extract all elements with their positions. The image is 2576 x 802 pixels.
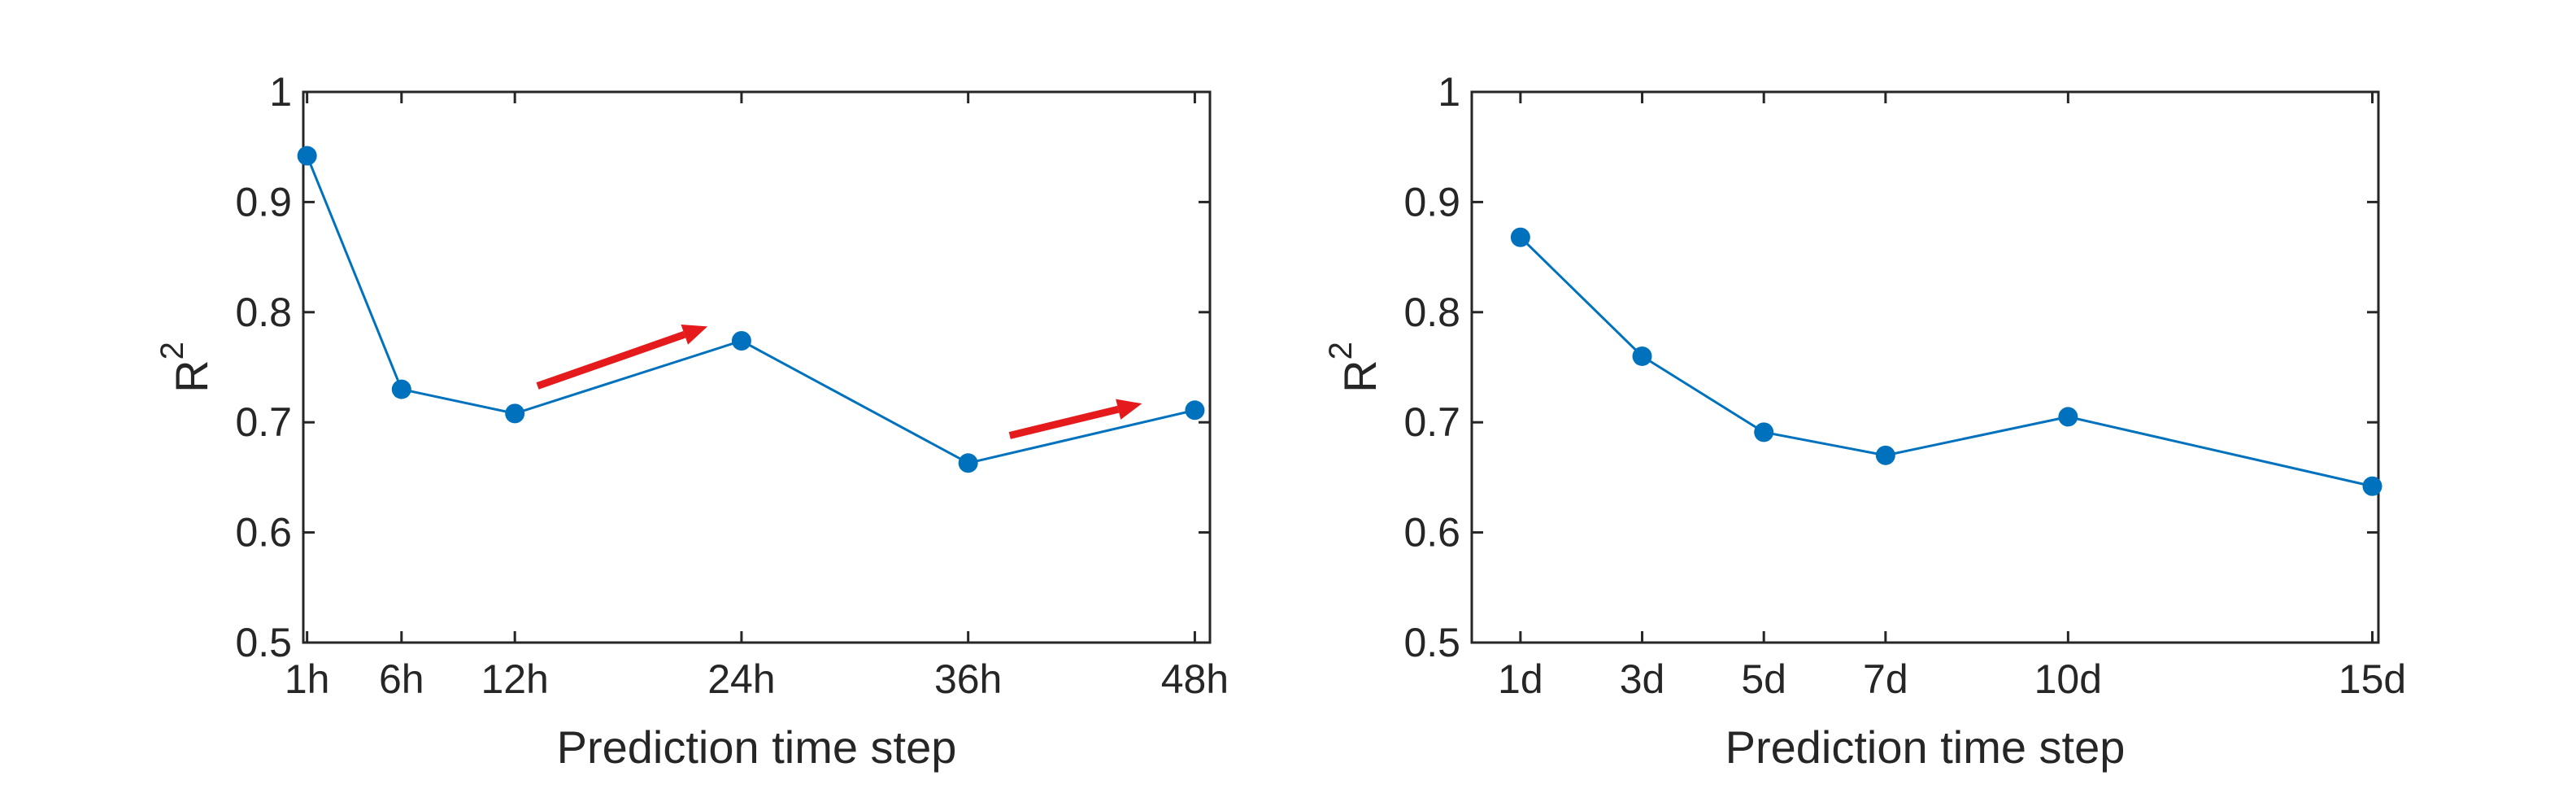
x-tick-label: 1h (285, 656, 330, 702)
y-tick-label: 1 (1438, 69, 1460, 115)
x-tick-label: 10d (2034, 656, 2102, 702)
y-tick-label: 0.9 (235, 179, 292, 224)
data-point (1875, 445, 1895, 465)
data-point (1754, 422, 1774, 442)
data-point (1632, 346, 1652, 366)
data-point (2362, 476, 2382, 496)
data-point (958, 453, 978, 473)
chart-panel-1: 0.5 0.6 0.7 0.8 0.9 1 1h 6h 12h 24h 36h 48h Predicti… (154, 69, 1229, 773)
y-tick-label: 0.9 (1403, 179, 1460, 224)
trend-arrow-shaft (1008, 405, 1120, 439)
y-axis-label-base: R (1334, 360, 1386, 392)
trend-arrow-head (681, 325, 708, 345)
y-tick-label: 1 (269, 69, 292, 115)
y-tick-label: 0.7 (235, 399, 292, 445)
x-axis-label: Prediction time step (1725, 721, 2126, 773)
y-tick-label: 0.8 (235, 290, 292, 335)
y-axis-label-superscript: 2 (1323, 342, 1359, 360)
y-tick-label: 0.8 (1403, 290, 1460, 335)
series-line (1519, 236, 2373, 488)
plot-box (302, 90, 1212, 644)
data-point (391, 379, 411, 399)
plot-box (1470, 90, 2380, 644)
x-axis-label: Prediction time step (557, 721, 957, 773)
y-axis-label: R2 (1323, 342, 1386, 393)
data-point (297, 146, 317, 166)
data-point (1185, 400, 1205, 421)
data-point (731, 331, 751, 351)
x-tick-label: 48h (1161, 656, 1229, 702)
data-point (505, 403, 525, 424)
x-tick-label: 36h (934, 656, 1002, 702)
y-axis-label: R2 (154, 342, 217, 393)
series-line (306, 155, 1195, 464)
x-tick-label: 6h (379, 656, 424, 702)
trend-arrow (1008, 399, 1142, 439)
x-tick-label: 12h (481, 656, 548, 702)
x-tick-label: 5d (1741, 656, 1786, 702)
y-tick-label: 0.7 (1403, 399, 1460, 445)
y-tick-label: 0.5 (1403, 620, 1460, 665)
x-tick-label: 15d (2339, 656, 2406, 702)
x-tick-label: 7d (1863, 656, 1908, 702)
chart-panel-2: 0.5 0.6 0.7 0.8 0.9 1 1d 3d 5d 7d 10d 15d Prediction… (1323, 69, 2406, 773)
y-axis-label-base: R (166, 360, 217, 392)
y-axis-label-superscript: 2 (154, 342, 190, 360)
y-tick-label: 0.5 (235, 620, 292, 665)
x-tick-label: 3d (1620, 656, 1665, 702)
data-point (2058, 407, 2078, 427)
y-tick-label: 0.6 (1403, 510, 1460, 556)
x-tick-label: 1d (1498, 656, 1543, 702)
trend-arrow-shaft (536, 331, 686, 390)
trend-arrow (536, 325, 708, 390)
data-point (1510, 227, 1530, 247)
trend-arrow-head (1116, 399, 1142, 420)
y-tick-label: 0.6 (235, 510, 292, 556)
x-tick-label: 24h (707, 656, 775, 702)
